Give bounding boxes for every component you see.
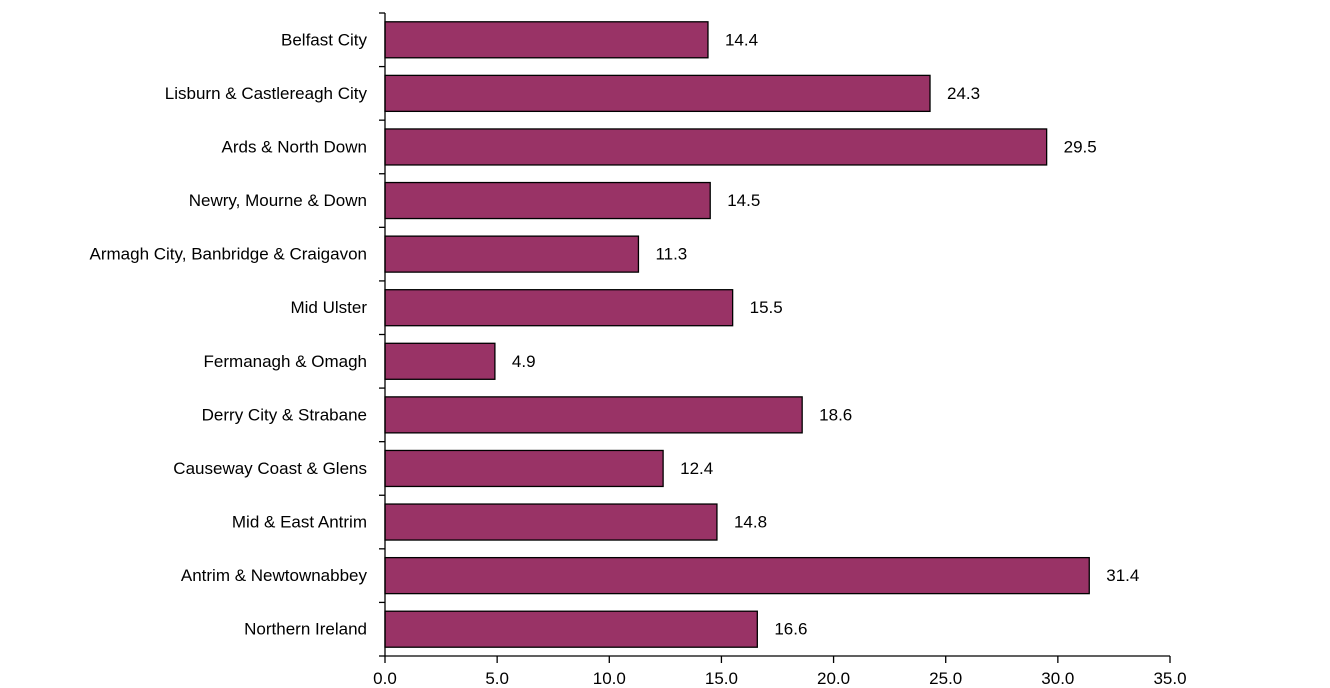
category-label-1: Lisburn & Castlereagh City xyxy=(165,84,368,103)
bar-3 xyxy=(384,181,711,220)
value-label-2: 29.5 xyxy=(1064,137,1097,156)
axes xyxy=(379,12,1171,663)
bar-2 xyxy=(384,128,1048,166)
x-tick-label-1: 5.0 xyxy=(485,669,509,688)
bar-5 xyxy=(384,289,734,327)
category-label-4: Armagh City, Banbridge & Craigavon xyxy=(90,245,368,264)
x-tick-label-7: 35.0 xyxy=(1153,669,1186,688)
bar-6 xyxy=(384,342,496,380)
value-label-11: 16.6 xyxy=(774,620,807,639)
bar-10 xyxy=(384,556,1090,595)
category-label-2: Ards & North Down xyxy=(222,137,368,156)
x-tick-label-6: 30.0 xyxy=(1041,669,1074,688)
value-label-5: 15.5 xyxy=(750,298,783,317)
x-tick-label-3: 15.0 xyxy=(705,669,738,688)
category-label-10: Antrim & Newtownabbey xyxy=(181,566,368,585)
labels-layer: Belfast City 14.4 Lisburn & Castlereagh Ci… xyxy=(90,30,1187,688)
category-label-6: Fermanagh & Omagh xyxy=(204,352,367,371)
value-label-6: 4.9 xyxy=(512,352,536,371)
value-label-9: 14.8 xyxy=(734,513,767,532)
x-tick-label-0: 0.0 xyxy=(373,669,397,688)
value-label-3: 14.5 xyxy=(727,191,760,210)
value-label-8: 12.4 xyxy=(680,459,713,478)
value-label-10: 31.4 xyxy=(1106,566,1139,585)
value-label-0: 14.4 xyxy=(725,30,758,49)
value-label-4: 11.3 xyxy=(655,245,687,264)
value-label-1: 24.3 xyxy=(947,84,980,103)
category-label-5: Mid Ulster xyxy=(290,298,367,317)
category-label-0: Belfast City xyxy=(281,30,367,49)
x-tick-label-5: 25.0 xyxy=(929,669,962,688)
bar-1 xyxy=(384,74,931,113)
bar-8 xyxy=(384,449,664,488)
category-label-3: Newry, Mourne & Down xyxy=(189,191,367,210)
bar-9 xyxy=(384,503,718,541)
bar-0 xyxy=(384,21,709,59)
value-label-7: 18.6 xyxy=(819,405,852,424)
bar-11 xyxy=(384,610,758,648)
bars-layer xyxy=(384,21,1090,648)
category-label-11: Northern Ireland xyxy=(244,620,367,639)
category-label-8: Causeway Coast & Glens xyxy=(173,459,367,478)
bar-4 xyxy=(384,235,640,273)
x-tick-label-4: 20.0 xyxy=(817,669,850,688)
category-label-7: Derry City & Strabane xyxy=(202,405,367,424)
x-tick-label-2: 10.0 xyxy=(593,669,626,688)
category-label-9: Mid & East Antrim xyxy=(232,513,367,532)
bar-7 xyxy=(384,396,803,434)
